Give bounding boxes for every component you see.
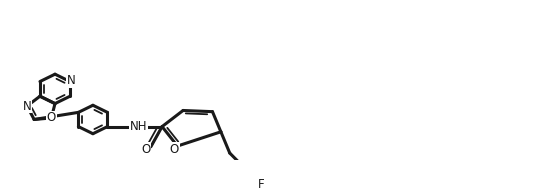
- Text: O: O: [141, 143, 150, 156]
- Text: O: O: [47, 112, 56, 124]
- Text: NH: NH: [130, 120, 147, 133]
- Text: N: N: [23, 100, 31, 113]
- Text: O: O: [170, 143, 179, 156]
- Text: N: N: [67, 74, 75, 87]
- Text: F: F: [258, 178, 265, 189]
